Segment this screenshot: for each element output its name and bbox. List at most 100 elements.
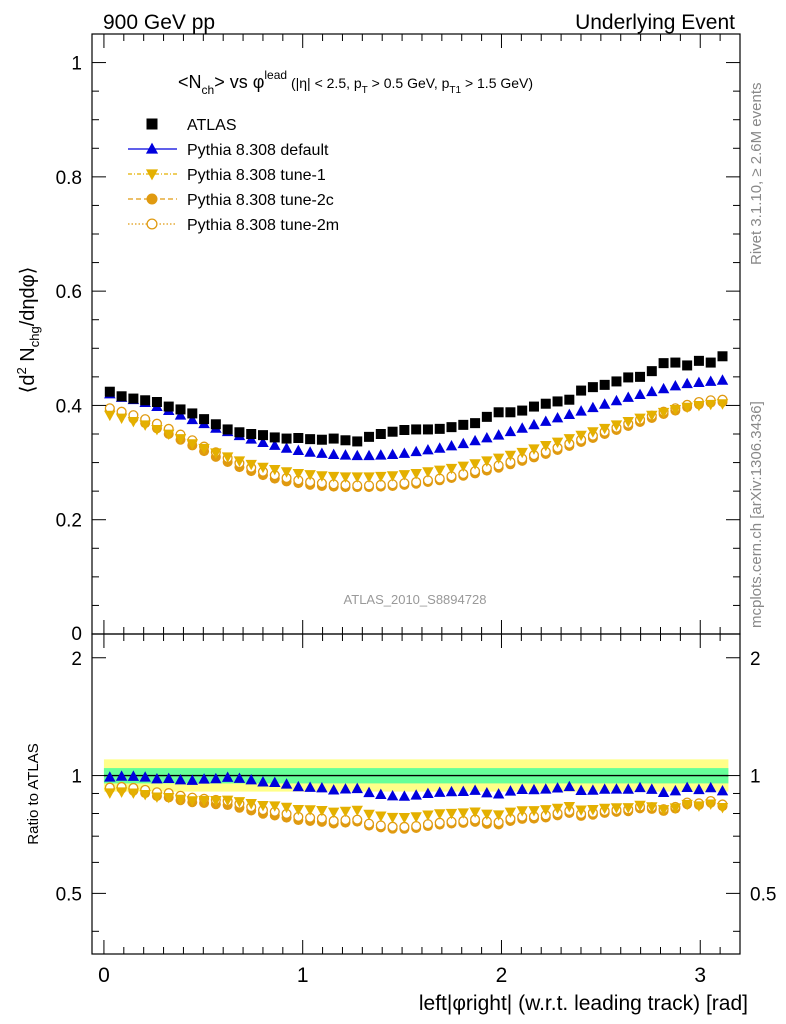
main-point bbox=[327, 471, 340, 483]
main-point bbox=[257, 430, 268, 441]
main-point bbox=[492, 453, 505, 464]
plot-title: <Nch> vs φlead (|η| < 2.5, pT > 0.5 GeV,… bbox=[178, 68, 533, 97]
ratio-point bbox=[457, 808, 470, 819]
main-point bbox=[528, 401, 539, 412]
main-point bbox=[457, 461, 470, 472]
ratio-point bbox=[669, 784, 682, 796]
main-point bbox=[186, 413, 199, 425]
ratio-y-tick-label-left: 2 bbox=[71, 649, 82, 670]
ratio-point bbox=[245, 799, 257, 810]
main-point bbox=[469, 459, 481, 470]
ratio-point bbox=[115, 770, 128, 781]
main-point bbox=[422, 424, 433, 435]
main-point bbox=[669, 405, 682, 416]
main-point bbox=[210, 419, 221, 430]
ratio-point bbox=[528, 783, 540, 795]
ylabel-sup: 2 bbox=[14, 367, 29, 374]
ylabel-p3: /dηdφ⟩ bbox=[17, 267, 39, 327]
ratio-point bbox=[163, 772, 175, 784]
ratio-point bbox=[693, 783, 705, 795]
ratio-point bbox=[351, 805, 363, 817]
ratio-point bbox=[669, 803, 682, 814]
main-point bbox=[363, 449, 375, 461]
ratio-point bbox=[410, 812, 422, 823]
main-point bbox=[422, 444, 434, 455]
ratio-point bbox=[622, 803, 634, 814]
ratio-point bbox=[327, 784, 340, 795]
main-point bbox=[104, 410, 116, 422]
main-point bbox=[104, 386, 115, 397]
title-sup1: lead bbox=[264, 68, 287, 82]
ratio-point bbox=[363, 809, 375, 821]
ratio-point bbox=[398, 790, 411, 801]
main-point bbox=[446, 422, 457, 433]
main-point bbox=[587, 427, 599, 438]
title-rest1: (|η| < 2.5, p bbox=[287, 75, 362, 91]
main-point bbox=[623, 372, 634, 383]
main-point bbox=[375, 471, 387, 483]
ratio-point bbox=[634, 781, 646, 793]
main-point bbox=[670, 357, 681, 368]
main-point bbox=[622, 417, 634, 428]
main-point bbox=[410, 469, 422, 480]
main-point bbox=[610, 420, 623, 431]
main-point bbox=[269, 439, 281, 450]
ratio-point bbox=[221, 795, 234, 807]
main-point bbox=[552, 396, 563, 407]
ratio-point bbox=[516, 783, 528, 795]
ratio-point bbox=[174, 794, 187, 806]
main-point bbox=[410, 445, 422, 457]
main-point bbox=[386, 471, 399, 482]
main-point bbox=[716, 374, 729, 385]
ratio-y-tick-label-right: 1 bbox=[750, 767, 761, 788]
ratio-point bbox=[693, 801, 705, 812]
main-point bbox=[658, 358, 669, 369]
main-point bbox=[611, 376, 622, 387]
x-tick-label: 3 bbox=[694, 964, 706, 987]
ratio-point bbox=[598, 803, 611, 815]
main-point bbox=[704, 399, 717, 411]
main-point bbox=[116, 391, 127, 402]
main-point bbox=[434, 423, 445, 434]
main-point bbox=[576, 385, 587, 396]
ratio-point bbox=[139, 790, 151, 801]
rivet-label: Rivet 3.1.10, ≥ 2.6M events bbox=[748, 83, 765, 266]
ratio-point bbox=[139, 771, 151, 782]
main-point bbox=[269, 432, 280, 443]
main-point bbox=[364, 431, 375, 442]
ratio-point bbox=[387, 821, 398, 832]
main-point bbox=[635, 371, 646, 382]
main-point bbox=[163, 401, 174, 412]
x-axis-label: left|φright| (w.r.t. leading track) [rad… bbox=[419, 992, 748, 1015]
main-point bbox=[221, 452, 234, 463]
main-point bbox=[681, 377, 693, 389]
ratio-point bbox=[104, 771, 116, 782]
ratio-point bbox=[434, 817, 445, 828]
legend-marker bbox=[146, 218, 158, 230]
main-point bbox=[492, 429, 505, 440]
title-rest2: > 0.5 GeV, p bbox=[368, 75, 450, 91]
main-point bbox=[540, 415, 552, 426]
ratio-point bbox=[551, 803, 564, 815]
ratio-y-tick-label-left: 1 bbox=[71, 767, 82, 788]
ratio-point bbox=[622, 783, 634, 794]
main-point bbox=[351, 449, 363, 461]
ratio-point bbox=[422, 819, 433, 830]
main-point bbox=[339, 472, 352, 483]
ratio-point bbox=[151, 772, 163, 784]
main-point bbox=[411, 424, 422, 435]
ratio-point bbox=[257, 800, 269, 812]
main-point bbox=[351, 472, 363, 483]
ratio-point bbox=[516, 806, 528, 817]
main-data bbox=[104, 351, 729, 493]
main-point bbox=[363, 472, 375, 483]
ratio-point bbox=[422, 787, 434, 798]
ratio-point bbox=[504, 785, 517, 796]
analysis-watermark: ATLAS_2010_S8894728 bbox=[344, 592, 487, 607]
main-point bbox=[151, 425, 163, 436]
main-point bbox=[398, 447, 411, 458]
title-sub2: T bbox=[362, 85, 368, 96]
ratio-point bbox=[245, 774, 257, 785]
x-tick-label: 0 bbox=[98, 964, 110, 987]
ratio-panel: 0 1 2 3 0.5 0.5 1 1 2 2 Ratio to ATLAS bbox=[25, 633, 776, 987]
